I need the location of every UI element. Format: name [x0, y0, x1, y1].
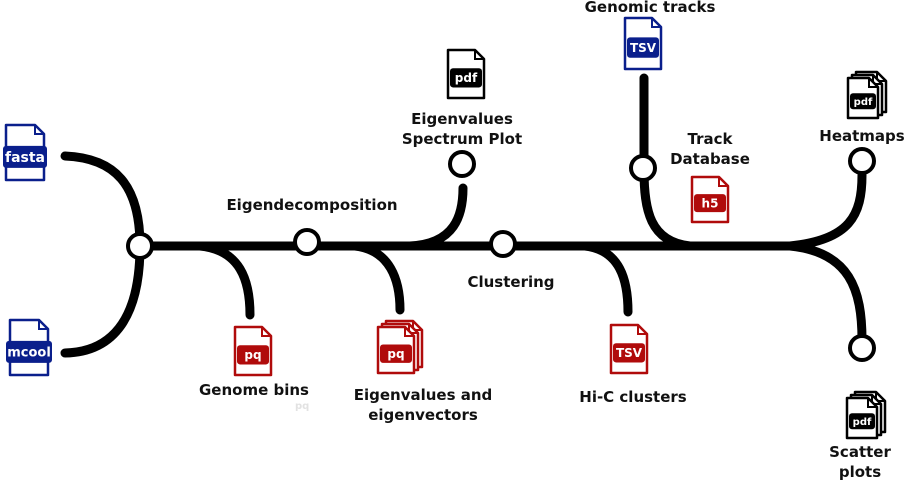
- file-badge-text: TSV: [630, 41, 657, 55]
- track-database-label-line1: Track: [687, 130, 733, 148]
- file-badge: [6, 340, 52, 363]
- eigen-vectors-pq-stack-icon: pq: [376, 319, 424, 375]
- file-badge-text: pdf: [853, 417, 872, 428]
- file-badge: [627, 37, 659, 58]
- line-fasta-input: [60, 151, 145, 251]
- scatter-plots-label-line1: Scatter: [829, 443, 891, 461]
- station-heatmaps: [848, 147, 876, 175]
- heatmaps-pdf-stack-icon: pdf: [846, 70, 888, 120]
- line-spectrum-branch: [405, 183, 468, 251]
- file-badge: [237, 345, 269, 365]
- heatmaps-label: Heatmaps: [819, 127, 905, 145]
- spectrum-plot-label: Eigenvalues Spectrum Plot: [392, 109, 532, 149]
- file-badge-text: pq: [244, 348, 261, 362]
- genome-bins-label: Genome bins: [199, 381, 309, 399]
- file-page-fold: [261, 327, 271, 337]
- file-badge-text: pq: [387, 347, 404, 361]
- station-clustering: [489, 230, 517, 258]
- line-clusters-branch: [580, 241, 633, 317]
- file-page-fold: [868, 78, 878, 88]
- line-eigen-vectors-branch: [350, 241, 405, 315]
- eigen-vectors-label: Eigenvalues and eigenvectors: [338, 385, 508, 425]
- spectrum-pdf-icon: pdf: [446, 48, 486, 100]
- scatter-pdf-stack-icon: pdf: [845, 390, 887, 440]
- file-badge-text: pdf: [854, 97, 873, 108]
- file-badge: [3, 145, 47, 168]
- station-eigendecomposition: [293, 228, 321, 256]
- track-database-h5-icon: h5: [690, 175, 730, 224]
- eigen-vectors-label-line1: Eigenvalues and: [353, 386, 493, 404]
- file-badge-text: TSV: [616, 346, 643, 360]
- file-page-fold: [404, 327, 414, 337]
- line-heatmaps-branch: [785, 170, 867, 251]
- station-scatter-plots: [848, 334, 876, 362]
- file-page-fold: [718, 177, 728, 187]
- line-mcool-input: [60, 241, 145, 358]
- file-badge: [380, 344, 412, 363]
- file-badge: [850, 93, 876, 110]
- file-page-fold: [637, 325, 647, 335]
- fasta-file-icon: fasta: [3, 123, 47, 182]
- station-track-database: [629, 154, 657, 182]
- eigendecomposition-label: Eigendecomposition: [226, 196, 398, 214]
- stations: [126, 147, 876, 362]
- metro-lines: [60, 73, 867, 358]
- track-database-label: Track Database: [670, 129, 750, 169]
- genome-bins-pq-icon: pq: [233, 325, 273, 377]
- station-spectrum-plot: [448, 150, 476, 178]
- file-page-fold: [651, 18, 661, 28]
- spectrum-plot-label-line1: Eigenvalues: [411, 110, 513, 128]
- file-badge: [613, 343, 645, 363]
- scatter-plots-label-line2: plots: [838, 463, 882, 481]
- scatter-plots-label: Scatter plots: [820, 442, 900, 482]
- genomic-tracks-tsv-icon: TSV: [623, 16, 663, 71]
- track-database-label-line2: Database: [670, 150, 750, 168]
- hic-clusters-tsv-icon: TSV: [609, 323, 649, 375]
- file-badge-text: mcool: [7, 346, 51, 361]
- eigen-vectors-label-line2: eigenvectors: [368, 406, 478, 424]
- clustering-label: Clustering: [467, 273, 555, 291]
- hic-clusters-label: Hi-C clusters: [579, 388, 687, 406]
- file-page-fold: [34, 125, 44, 135]
- file-badge-text: h5: [702, 196, 719, 210]
- file-badge: [849, 413, 875, 430]
- file-badge-text: fasta: [5, 150, 45, 166]
- file-badge: [450, 68, 482, 88]
- line-scatter-branch: [785, 241, 867, 345]
- station-merge: [126, 232, 154, 260]
- genome-bins-faint-text: pq: [295, 401, 310, 412]
- genomic-tracks-label: Genomic tracks: [584, 0, 716, 16]
- line-genome-bins-branch: [195, 241, 255, 320]
- spectrum-plot-label-line2: Spectrum Plot: [401, 130, 523, 148]
- file-page-fold: [38, 320, 48, 330]
- file-badge: [694, 194, 726, 213]
- file-badge-text: pdf: [455, 71, 478, 85]
- file-page-fold: [867, 398, 877, 408]
- mcool-file-icon: mcool: [6, 318, 52, 377]
- file-page-fold: [474, 50, 484, 60]
